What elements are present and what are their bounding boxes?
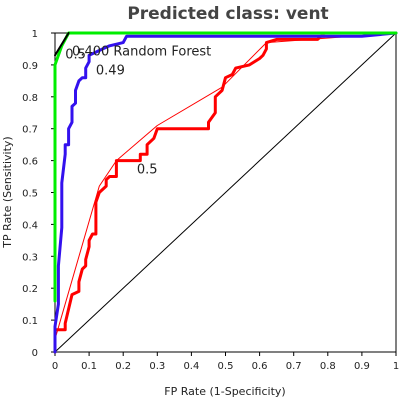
threshold-annotation: 0.49 xyxy=(96,63,125,78)
x-tick-label: 0.9 xyxy=(354,361,370,372)
x-tick-label: 0.3 xyxy=(149,361,165,372)
series-group xyxy=(53,31,398,354)
y-tick-label: 0.2 xyxy=(22,284,38,295)
roc-series-line-1 xyxy=(53,34,326,354)
threshold-annotation: 0.5 xyxy=(65,48,86,63)
y-tick-label: 0 xyxy=(32,348,38,359)
y-tick-label: 0.8 xyxy=(22,93,38,104)
x-tick-label: 0.6 xyxy=(252,361,268,372)
axis-ticks: 0 0.1 0.2 0.3 0.4 0.5 0.6 0.7 0.8 0.9 1 0 0.1 0.2 0.3 0… xyxy=(22,29,399,372)
y-tick-label: 0.3 xyxy=(22,252,38,263)
x-tick-label: 0 xyxy=(52,361,58,372)
x-tick-label: 0.2 xyxy=(115,361,131,372)
x-tick-label: 1 xyxy=(393,361,399,372)
y-axis-label: TP Rate (Sensitivity) xyxy=(1,136,14,248)
roc-series-line-5 xyxy=(54,32,70,57)
y-tick-label: 0.1 xyxy=(22,316,38,327)
chart-title: Predicted class: vent xyxy=(127,4,328,24)
y-tick-label: 0.4 xyxy=(22,220,38,231)
roc-series-line-2 xyxy=(54,32,397,340)
x-tick-label: 0.4 xyxy=(183,361,199,372)
y-tick-label: 1 xyxy=(32,29,38,40)
chance-diagonal-line xyxy=(54,32,397,353)
y-tick-label: 0.5 xyxy=(22,189,38,200)
roc-series-line-3 xyxy=(53,31,398,354)
y-tick-label: 0.6 xyxy=(22,157,38,168)
x-tick-label: 0.1 xyxy=(81,361,97,372)
x-tick-label: 0.8 xyxy=(320,361,336,372)
y-tick-label: 0.7 xyxy=(22,125,38,136)
x-axis-label: FP Rate (1-Specificity) xyxy=(164,385,285,398)
threshold-annotation: 0.5 xyxy=(137,162,158,177)
x-tick-label: 0.7 xyxy=(286,361,302,372)
x-tick-label: 0.5 xyxy=(218,361,234,372)
y-tick-label: 0.9 xyxy=(22,61,38,72)
threshold-annotation: 0.400 Random Forest xyxy=(72,44,211,59)
